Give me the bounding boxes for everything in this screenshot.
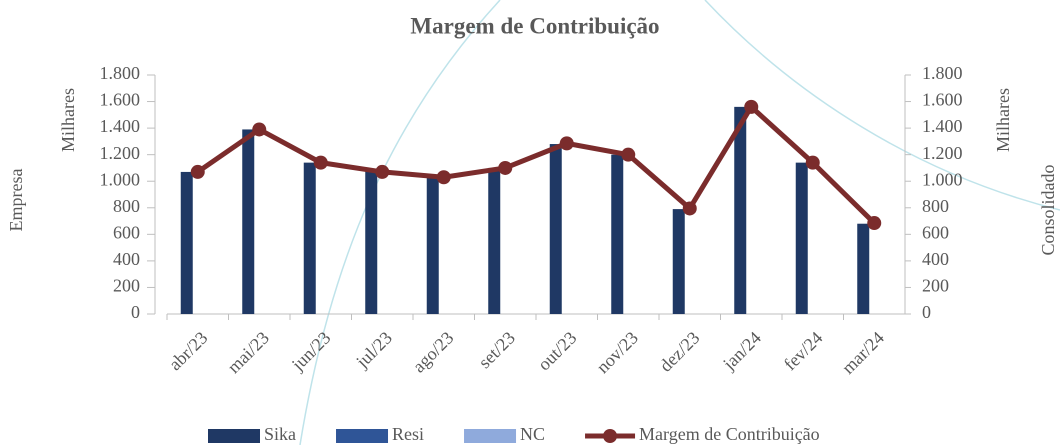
y-tick-label: 0 bbox=[131, 302, 140, 322]
bar bbox=[488, 167, 501, 314]
decor-curve bbox=[704, 0, 1060, 211]
x-tick-label: abr/23 bbox=[165, 328, 212, 375]
marker bbox=[682, 201, 697, 216]
legend-swatch bbox=[336, 429, 389, 443]
y-axis-label: Milhares bbox=[58, 88, 78, 152]
y2-tick-label: 200 bbox=[922, 276, 949, 296]
bar bbox=[549, 144, 562, 314]
side-label: Consolidado bbox=[1038, 164, 1058, 255]
bar bbox=[180, 171, 193, 314]
legend-label: NC bbox=[520, 424, 545, 444]
x-tick-label: dez/23 bbox=[655, 328, 703, 376]
marker bbox=[744, 99, 759, 114]
y2-tick-label: 0 bbox=[922, 302, 931, 322]
bar bbox=[795, 162, 808, 314]
bar bbox=[857, 223, 870, 314]
x-tick-label: mar/24 bbox=[838, 328, 888, 378]
marker bbox=[436, 170, 451, 185]
x-tick-label: jul/23 bbox=[351, 328, 396, 373]
marker bbox=[313, 155, 328, 170]
x-tick-label: jan/24 bbox=[718, 328, 765, 375]
y-tick-label: 400 bbox=[113, 249, 140, 269]
marker bbox=[805, 155, 820, 170]
decor-curve bbox=[299, 0, 501, 445]
y-tick-label: 800 bbox=[113, 196, 140, 216]
y2-tick-label: 1.800 bbox=[922, 63, 963, 83]
legend-label: Margem de Contribuição bbox=[639, 424, 820, 444]
y2-tick-label: 1.200 bbox=[922, 143, 963, 163]
y2-tick-label: 400 bbox=[922, 249, 949, 269]
y-tick-label: 200 bbox=[113, 276, 140, 296]
y-tick-label: 1.400 bbox=[100, 116, 141, 136]
y-tick-label: 600 bbox=[113, 222, 140, 242]
bar bbox=[303, 162, 316, 314]
y2-tick-label: 1.400 bbox=[922, 116, 963, 136]
marker bbox=[559, 136, 574, 151]
legend-swatch bbox=[208, 429, 260, 443]
x-tick-label: jun/23 bbox=[287, 328, 334, 375]
marker bbox=[375, 164, 390, 179]
marker bbox=[190, 164, 205, 179]
y2-axis-label: Milhares bbox=[993, 88, 1013, 152]
bar bbox=[672, 209, 685, 314]
bar bbox=[365, 170, 378, 314]
legend-swatch bbox=[603, 429, 618, 443]
y2-tick-label: 1.600 bbox=[922, 90, 963, 110]
legend-swatch bbox=[464, 429, 517, 443]
x-tick-label: set/23 bbox=[474, 328, 519, 373]
x-tick-label: fev/24 bbox=[780, 328, 827, 375]
y-tick-label: 1.200 bbox=[100, 143, 141, 163]
chart-title: Margem de Contribuição bbox=[410, 13, 659, 38]
marker bbox=[252, 122, 267, 137]
x-tick-label: ago/23 bbox=[409, 328, 458, 377]
marker bbox=[867, 216, 882, 231]
marker bbox=[621, 147, 636, 162]
x-tick-label: out/23 bbox=[534, 328, 581, 375]
bar bbox=[611, 154, 624, 314]
line bbox=[196, 104, 877, 225]
bar bbox=[734, 106, 747, 314]
bar bbox=[426, 177, 439, 314]
y-tick-label: 1.800 bbox=[100, 63, 141, 83]
marker bbox=[498, 160, 513, 175]
side-label: Empresa bbox=[6, 169, 26, 232]
y2-tick-label: 1.000 bbox=[922, 169, 963, 189]
bar bbox=[242, 129, 255, 314]
y2-tick-label: 800 bbox=[922, 196, 949, 216]
y2-tick-label: 600 bbox=[922, 222, 949, 242]
legend-label: Sika bbox=[264, 424, 296, 444]
legend-label: Resi bbox=[392, 424, 424, 444]
x-tick-label: mai/23 bbox=[223, 328, 272, 377]
y-tick-label: 1.000 bbox=[100, 169, 141, 189]
x-tick-label: nov/23 bbox=[592, 328, 642, 378]
y-tick-label: 1.600 bbox=[100, 90, 141, 110]
